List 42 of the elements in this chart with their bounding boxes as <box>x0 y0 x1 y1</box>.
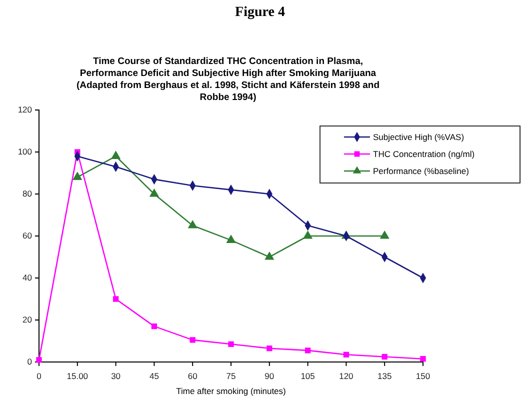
point <box>110 150 121 159</box>
x-tick-label: 45 <box>149 371 160 382</box>
x-tick-label: 0 <box>36 371 42 382</box>
caption: Figure 4 <box>235 5 285 20</box>
x-tick-label: 30 <box>111 371 121 382</box>
x-axis-title: Time after smoking (minutes) <box>176 386 286 396</box>
point <box>226 234 236 243</box>
legend-label: Performance (%baseline) <box>373 166 470 176</box>
y-tick-label: 0 <box>27 356 32 367</box>
y-tick-label: 100 <box>18 146 32 157</box>
x-tick-label: 90 <box>264 371 274 382</box>
y-tick-label: 40 <box>22 272 32 283</box>
point <box>302 230 313 239</box>
legend-label: Subjective High (%VAS) <box>373 132 464 142</box>
point <box>72 172 82 180</box>
chart-title: Time Course of Standardized THC Concentration in Plasma, Performance Deficit and Subjective High after Smoking Marijuana (Adapted from Berghaus et al. 1998, Sticht and Käferstein 1998 and Robbe 1994) <box>76 56 380 103</box>
x-tick-label: 135 <box>378 371 392 382</box>
x-tick-label: 15.00 <box>66 371 88 382</box>
point <box>420 356 426 362</box>
point <box>228 341 234 347</box>
point <box>266 346 272 352</box>
point <box>149 188 160 197</box>
point <box>343 352 350 358</box>
point <box>264 251 274 260</box>
x-tick-label: 120 <box>339 371 354 382</box>
point <box>112 296 119 302</box>
point <box>190 337 196 343</box>
point <box>380 230 390 239</box>
x-tick-label: 75 <box>226 371 236 382</box>
y-tick-label: 120 <box>18 104 32 115</box>
point <box>188 220 198 228</box>
y-tick-label: 60 <box>22 230 32 241</box>
point <box>151 323 158 330</box>
y-tick-label: 20 <box>22 314 32 325</box>
point <box>382 354 388 360</box>
point <box>36 357 42 363</box>
y-tick-label: 80 <box>22 188 32 199</box>
x-tick-label: 150 <box>416 371 430 382</box>
x-tick-label: 60 <box>188 371 198 382</box>
legend-label: THC Concentration (ng/ml) <box>373 149 475 159</box>
x-tick-label: 105 <box>300 371 316 382</box>
point <box>304 348 311 354</box>
